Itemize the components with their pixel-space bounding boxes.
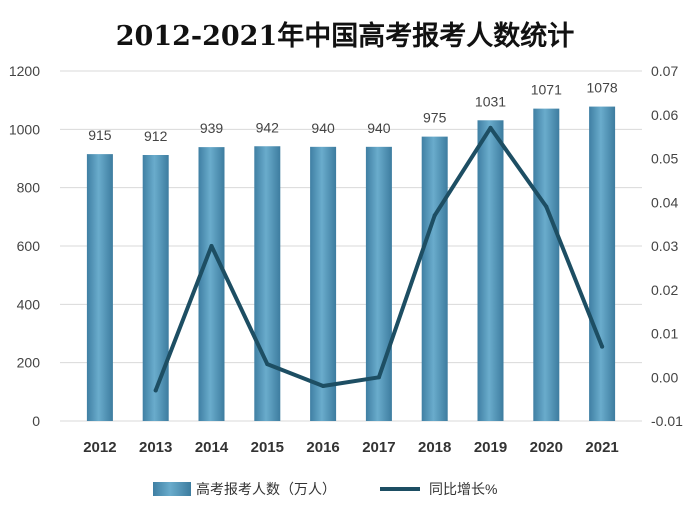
bar (533, 108, 560, 421)
y-right-tick-label: 0.01 (651, 326, 678, 342)
y-axis-left: 0 200 400 600 800 1000 1200 (9, 63, 40, 429)
bar (421, 136, 448, 421)
bar (86, 154, 113, 421)
bar-data-label: 940 (367, 120, 391, 136)
growth-point (376, 375, 381, 380)
bar-data-label: 942 (256, 119, 280, 135)
bar-data-label: 1078 (587, 80, 618, 96)
bar-data-label: 939 (200, 120, 224, 136)
x-tick-label: 2017 (362, 439, 395, 456)
legend-bar-swatch (153, 482, 191, 496)
legend-bar-label: 高考报考人数（万人） (196, 481, 336, 497)
growth-point (488, 125, 493, 130)
line-series (153, 125, 605, 393)
growth-point (265, 362, 270, 367)
x-tick-label: 2015 (251, 439, 284, 456)
y-left-tick-label: 1000 (9, 121, 40, 137)
bar-data-label: 912 (144, 128, 168, 144)
bar (589, 106, 616, 421)
bar-data-label: 975 (423, 110, 447, 126)
x-tick-label: 2013 (139, 439, 172, 456)
y-right-tick-label: -0.01 (651, 413, 683, 429)
y-right-tick-label: 0.05 (651, 151, 678, 167)
legend-line-label: 同比增长% (429, 481, 497, 497)
x-tick-label: 2020 (530, 439, 563, 456)
y-left-tick-label: 1200 (9, 63, 40, 79)
growth-point (153, 388, 158, 393)
bar-data-label: 1031 (475, 93, 506, 109)
x-axis: 2012 2013 2014 2015 2016 2017 2018 2019 2020 2021 (83, 439, 619, 456)
bar (198, 147, 225, 421)
y-right-tick-label: 0.02 (651, 282, 678, 298)
bar (477, 120, 504, 422)
y-left-tick-label: 400 (17, 296, 41, 312)
y-right-tick-label: 0.03 (651, 238, 678, 254)
bar (254, 146, 281, 421)
data-labels: 915 912 939 942 940 940 975 1031 1071 1078 (88, 80, 618, 144)
y-right-tick-label: 0.06 (651, 107, 678, 123)
watermark: 知乎 @松惠MBA 留学 (552, 479, 688, 495)
bar (310, 146, 337, 422)
y-right-tick-label: 0.04 (651, 194, 678, 210)
legend: 高考报考人数（万人） 同比增长% (153, 481, 497, 497)
chart-title: 2012-2021年中国高考报考人数统计 (116, 20, 575, 52)
y-axis-right: -0.01 0.00 0.01 0.02 0.03 0.04 0.05 0.06 0.07 (651, 63, 683, 429)
y-right-tick-label: 0.07 (651, 63, 678, 79)
x-tick-label: 2021 (585, 439, 618, 456)
bar (142, 155, 169, 421)
x-tick-label: 2012 (83, 439, 116, 456)
x-tick-label: 2014 (195, 439, 229, 456)
bar-data-label: 915 (88, 127, 112, 143)
bar-series (86, 106, 616, 422)
bar-data-label: 940 (311, 120, 335, 136)
x-tick-label: 2019 (474, 439, 507, 456)
x-tick-label: 2016 (306, 439, 339, 456)
y-left-tick-label: 800 (17, 180, 41, 196)
growth-point (209, 244, 214, 248)
y-right-tick-label: 0.00 (651, 369, 678, 385)
growth-point (321, 384, 326, 388)
growth-point (544, 204, 549, 209)
y-left-tick-label: 0 (32, 413, 40, 429)
growth-point (600, 344, 605, 349)
x-tick-label: 2018 (418, 439, 451, 456)
y-left-tick-label: 200 (17, 355, 41, 371)
y-left-tick-label: 600 (17, 238, 41, 254)
growth-point (432, 213, 437, 218)
bar-data-label: 1071 (531, 82, 562, 98)
